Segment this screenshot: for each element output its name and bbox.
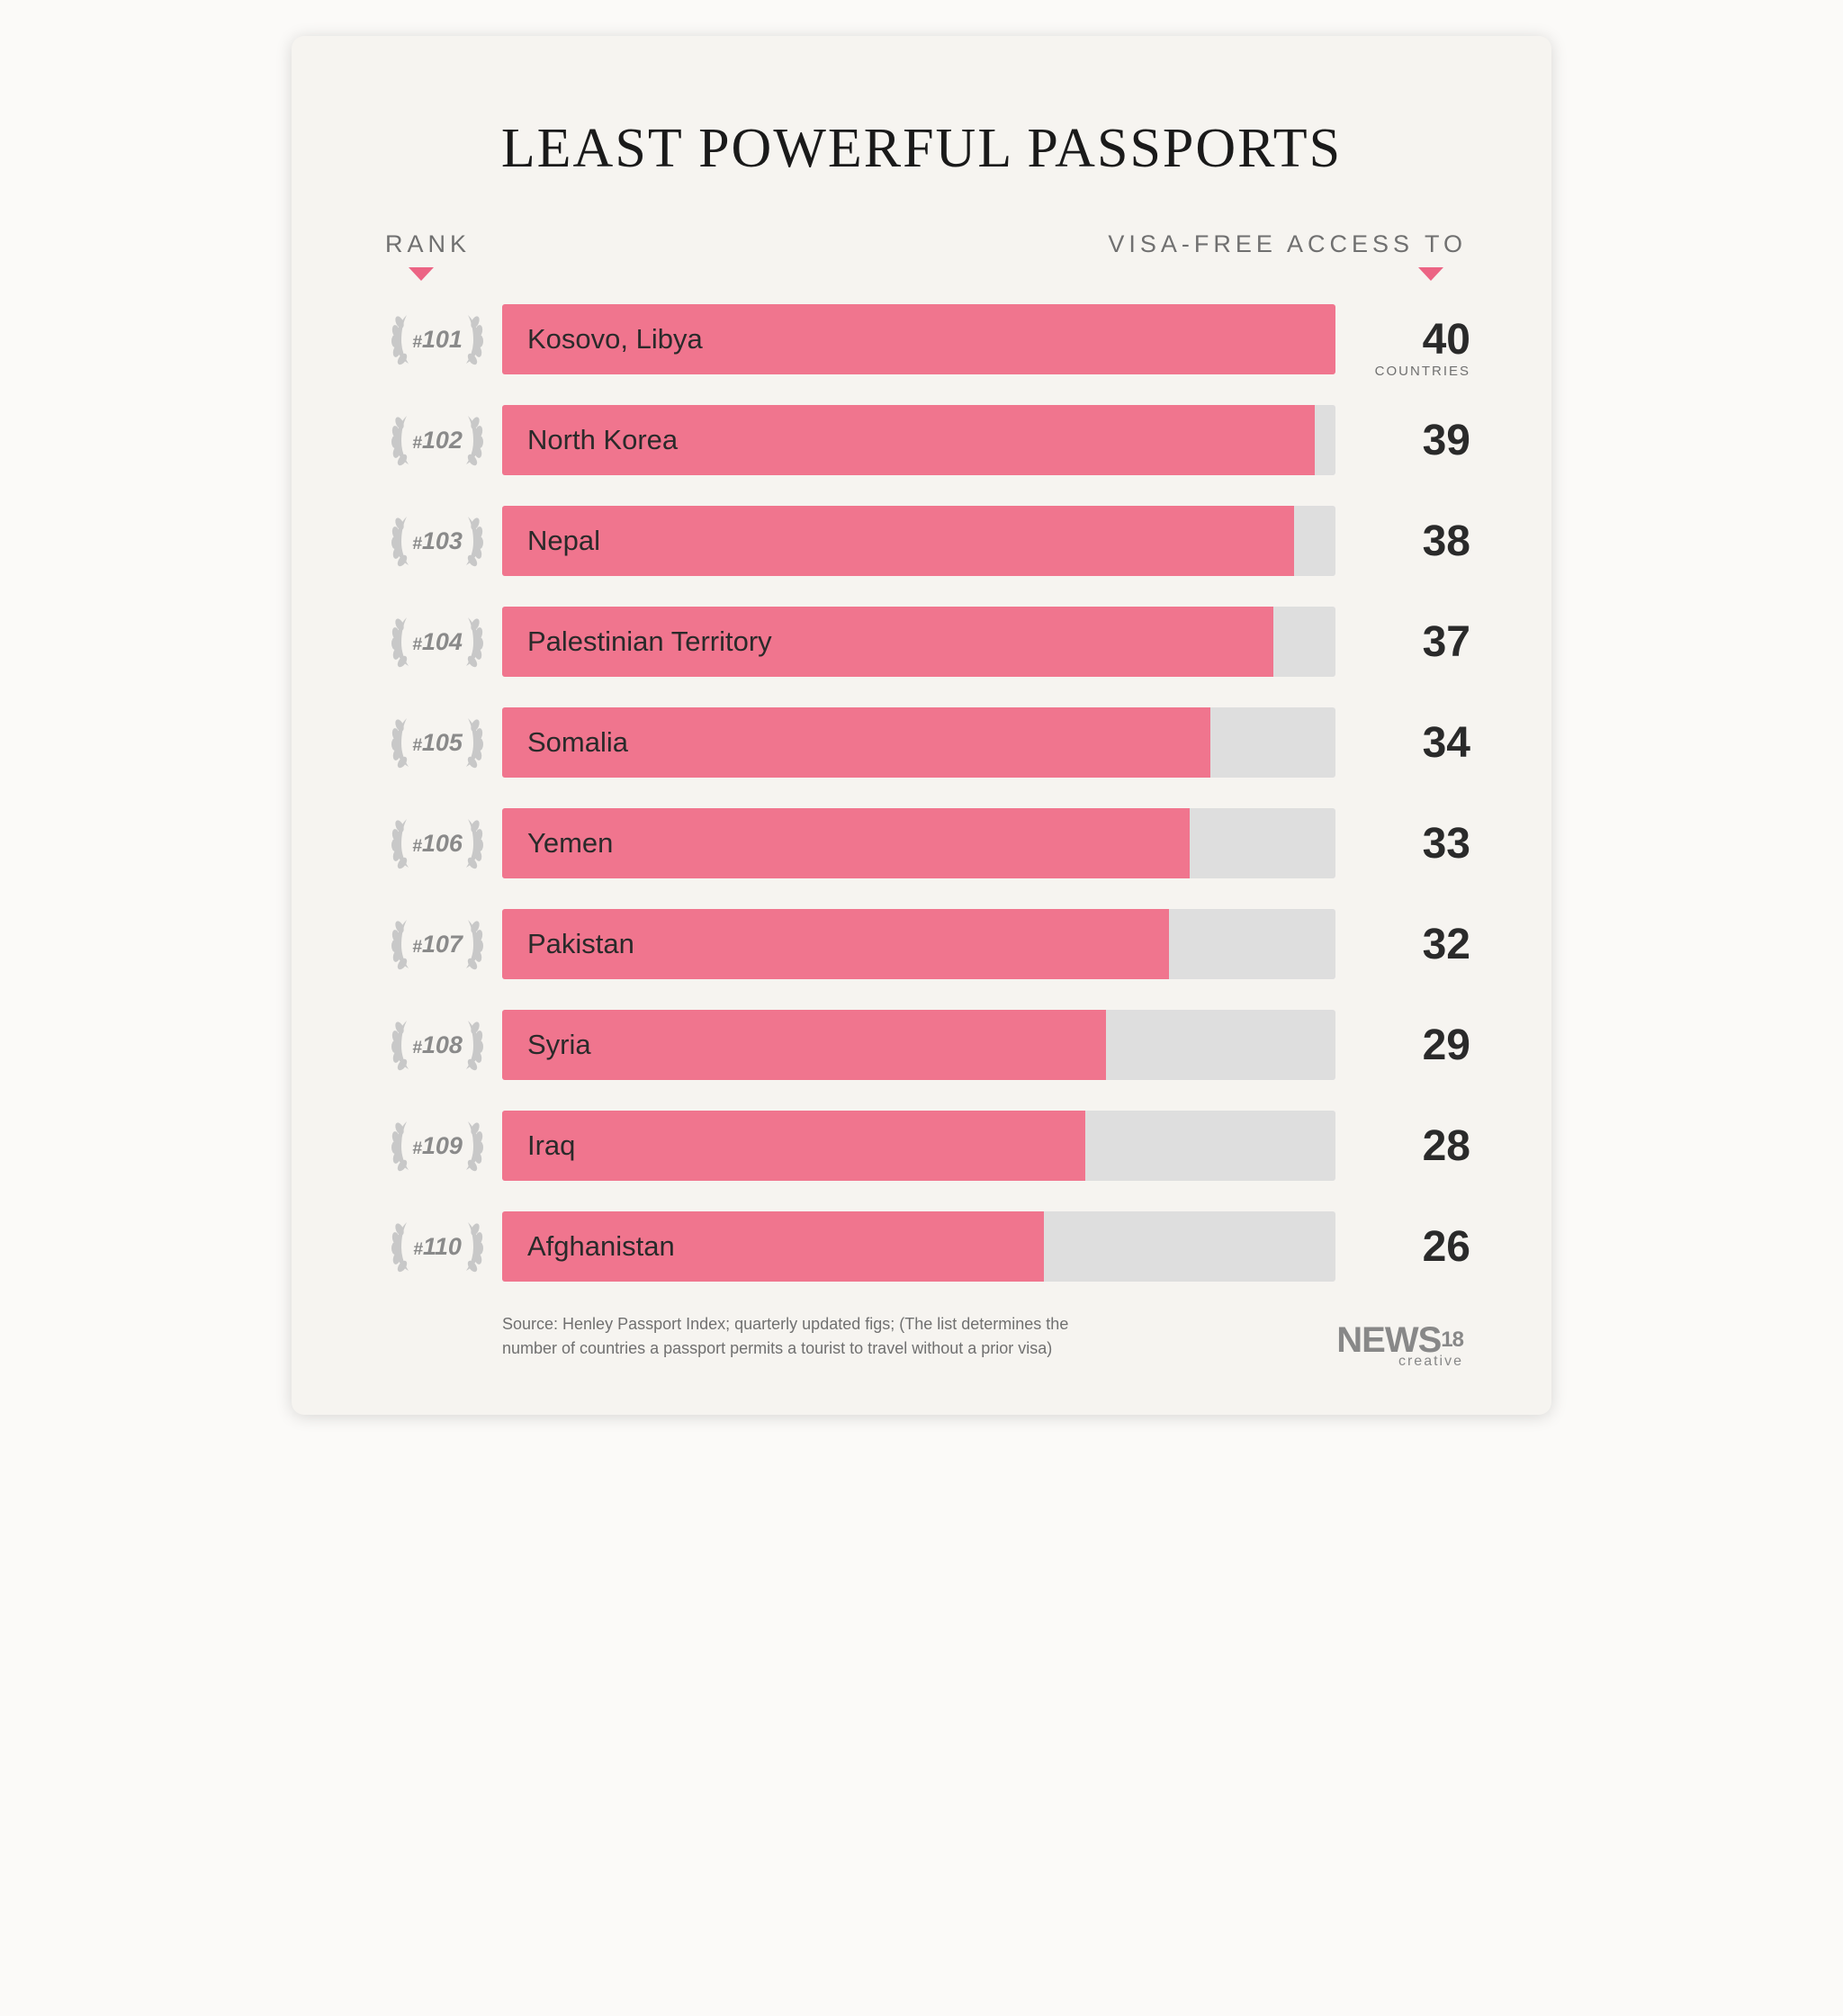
logo-18: 18	[1441, 1331, 1463, 1348]
rank-number: #105	[412, 729, 463, 757]
bar-fill: Palestinian Territory	[502, 607, 1273, 677]
value-cell: 29	[1335, 1021, 1470, 1070]
value-cell: 39	[1335, 416, 1470, 465]
bar-fill: Iraq	[502, 1111, 1085, 1181]
rank-number: #104	[412, 628, 463, 656]
table-row: #107 Pakistan 32	[373, 909, 1470, 979]
value-cell: 34	[1335, 718, 1470, 768]
table-row: #102 North Korea 39	[373, 405, 1470, 475]
table-row: #103 Nepal 38	[373, 506, 1470, 576]
country-label: North Korea	[527, 424, 678, 456]
table-row: #109 Iraq 28	[373, 1111, 1470, 1181]
value-number: 39	[1423, 417, 1470, 464]
bar-track: Afghanistan	[502, 1211, 1335, 1282]
value-number: 29	[1423, 1022, 1470, 1069]
value-cell: 37	[1335, 617, 1470, 667]
triangle-down-icon	[409, 267, 434, 281]
table-row: #104 Palestinian Territory 37	[373, 607, 1470, 677]
table-row: #101 Kosovo, Libya 40 COUNTRIES	[373, 304, 1470, 374]
value-cell: 40 COUNTRIES	[1335, 315, 1470, 364]
country-label: Yemen	[527, 827, 613, 860]
infographic-card: LEAST POWERFUL PASSPORTS RANK VISA-FREE …	[292, 36, 1551, 1415]
bar-track: Palestinian Territory	[502, 607, 1335, 677]
rank-badge: #103	[373, 527, 502, 555]
bar-fill: Yemen	[502, 808, 1190, 878]
value-number: 26	[1423, 1223, 1470, 1271]
value-sublabel: COUNTRIES	[1375, 364, 1470, 379]
value-cell: 32	[1335, 920, 1470, 969]
value-cell: 28	[1335, 1121, 1470, 1171]
rank-badge: #107	[373, 931, 502, 958]
rank-number: #108	[412, 1031, 463, 1059]
bar-fill: Nepal	[502, 506, 1294, 576]
bar-track: Syria	[502, 1010, 1335, 1080]
bar-track: North Korea	[502, 405, 1335, 475]
bar-track: Iraq	[502, 1111, 1335, 1181]
bar-fill: Kosovo, Libya	[502, 304, 1335, 374]
value-number: 32	[1423, 921, 1470, 968]
country-label: Palestinian Territory	[527, 626, 772, 658]
country-label: Somalia	[527, 726, 628, 759]
country-label: Kosovo, Libya	[527, 323, 703, 356]
bar-fill: North Korea	[502, 405, 1315, 475]
country-label: Iraq	[527, 1130, 575, 1162]
rank-number: #102	[412, 427, 463, 454]
bar-track: Pakistan	[502, 909, 1335, 979]
header-access: VISA-FREE ACCESS TO	[1108, 230, 1470, 258]
rank-badge: #101	[373, 326, 502, 354]
bar-track: Nepal	[502, 506, 1335, 576]
rank-number: #106	[412, 830, 463, 858]
column-headers: RANK VISA-FREE ACCESS TO	[373, 230, 1470, 258]
rank-number: #101	[412, 326, 463, 354]
bar-chart: #101 Kosovo, Libya 40 COUNTRIES	[373, 304, 1470, 1282]
rank-badge: #110	[373, 1233, 502, 1261]
bar-fill: Syria	[502, 1010, 1106, 1080]
bar-track: Yemen	[502, 808, 1335, 878]
footer: Source: Henley Passport Index; quarterly…	[373, 1312, 1470, 1361]
source-text: Source: Henley Passport Index; quarterly…	[502, 1312, 1078, 1361]
rank-badge: #106	[373, 830, 502, 858]
value-cell: 38	[1335, 517, 1470, 566]
value-number: 37	[1423, 618, 1470, 666]
triangle-down-icon	[1418, 267, 1443, 281]
publisher-logo: NEWS18 creative	[1336, 1320, 1470, 1361]
country-label: Syria	[527, 1029, 591, 1061]
rank-badge: #102	[373, 427, 502, 454]
bar-fill: Afghanistan	[502, 1211, 1044, 1282]
bar-fill: Somalia	[502, 707, 1210, 778]
rank-badge: #108	[373, 1031, 502, 1059]
value-cell: 33	[1335, 819, 1470, 868]
value-number: 34	[1423, 719, 1470, 767]
value-cell: 26	[1335, 1222, 1470, 1272]
country-label: Pakistan	[527, 928, 634, 960]
country-label: Afghanistan	[527, 1230, 675, 1263]
header-markers	[373, 267, 1470, 281]
value-number: 33	[1423, 820, 1470, 868]
value-number: 28	[1423, 1122, 1470, 1170]
value-number: 40	[1423, 316, 1470, 364]
rank-number: #103	[412, 527, 463, 555]
country-label: Nepal	[527, 525, 600, 557]
page-title: LEAST POWERFUL PASSPORTS	[373, 117, 1470, 181]
rank-number: #110	[413, 1233, 462, 1261]
value-number: 38	[1423, 518, 1470, 565]
rank-number: #107	[412, 931, 463, 958]
bar-fill: Pakistan	[502, 909, 1169, 979]
bar-track: Kosovo, Libya	[502, 304, 1335, 374]
header-rank: RANK	[373, 230, 471, 258]
table-row: #105 Somalia 34	[373, 707, 1470, 778]
table-row: #106 Yemen 33	[373, 808, 1470, 878]
rank-number: #109	[412, 1132, 463, 1160]
bar-track: Somalia	[502, 707, 1335, 778]
rank-badge: #104	[373, 628, 502, 656]
rank-badge: #105	[373, 729, 502, 757]
logo-sub: creative	[1398, 1354, 1463, 1370]
table-row: #110 Afghanistan 26	[373, 1211, 1470, 1282]
table-row: #108 Syria 29	[373, 1010, 1470, 1080]
rank-badge: #109	[373, 1132, 502, 1160]
